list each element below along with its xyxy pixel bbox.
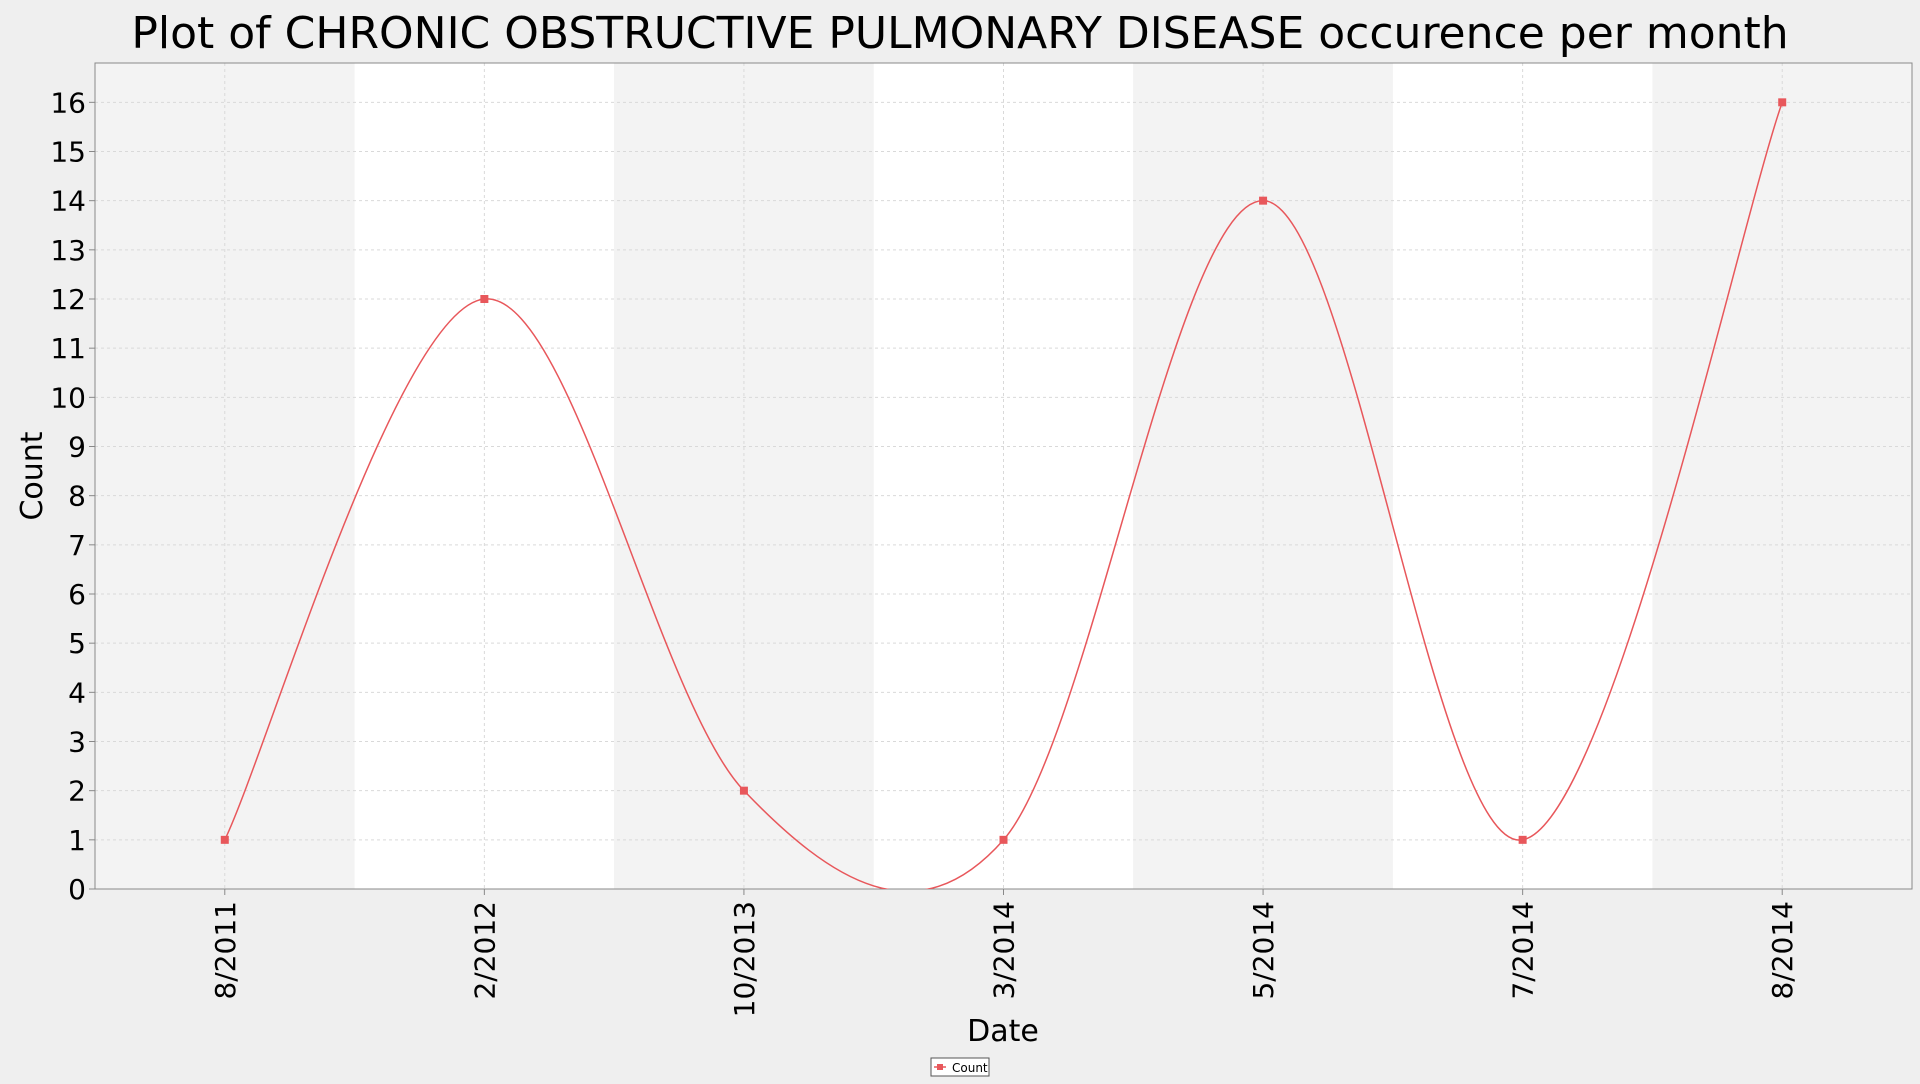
x-tick-label: 2/2012 — [468, 901, 501, 1000]
data-point — [1778, 98, 1787, 107]
x-tick-label: 8/2011 — [209, 901, 242, 1000]
y-tick-label: 10 — [50, 381, 86, 414]
legend: Count — [930, 1057, 990, 1077]
chart-title: Plot of CHRONIC OBSTRUCTIVE PULMONARY DI… — [131, 8, 1788, 59]
x-axis: 8/2011 2/2012 10/2013 3/2014 5/2014 7/2014 8/2… — [209, 889, 1799, 1017]
y-tick-label: 2 — [68, 775, 86, 808]
y-tick-label: 13 — [50, 234, 86, 267]
legend-box — [930, 1057, 990, 1077]
y-tick-label: 15 — [50, 136, 86, 169]
y-axis-label: Count — [15, 431, 50, 520]
x-tick-label: 3/2014 — [988, 901, 1021, 1000]
legend-swatch-marker — [937, 1064, 943, 1070]
y-tick-label: 12 — [50, 283, 86, 316]
y-tick-label: 4 — [68, 676, 86, 709]
x-tick-label: 8/2014 — [1766, 901, 1799, 1000]
y-tick-label: 1 — [68, 824, 86, 857]
y-tick-label: 6 — [68, 578, 86, 611]
y-tick-label: 9 — [68, 431, 86, 464]
y-tick-label: 7 — [68, 529, 86, 562]
y-tick-label: 11 — [50, 332, 86, 365]
x-tick-label: 7/2014 — [1507, 901, 1540, 1000]
data-point — [220, 835, 229, 844]
series-points — [220, 98, 1787, 844]
y-tick-label: 8 — [68, 480, 86, 513]
y-tick-label: 3 — [68, 726, 86, 759]
data-point — [999, 835, 1008, 844]
y-tick-label: 16 — [50, 86, 86, 119]
data-point — [1518, 835, 1527, 844]
y-tick-label: 0 — [68, 873, 86, 906]
data-point — [1259, 196, 1268, 205]
x-axis-label: Date — [967, 1014, 1039, 1049]
x-tick-label: 5/2014 — [1247, 901, 1280, 1000]
y-tick-label: 5 — [68, 627, 86, 660]
data-point — [739, 786, 748, 795]
data-point — [480, 295, 489, 303]
legend-item-count: Count — [952, 1061, 988, 1075]
x-tick-label: 10/2013 — [728, 901, 761, 1017]
y-tick-label: 14 — [50, 185, 86, 218]
